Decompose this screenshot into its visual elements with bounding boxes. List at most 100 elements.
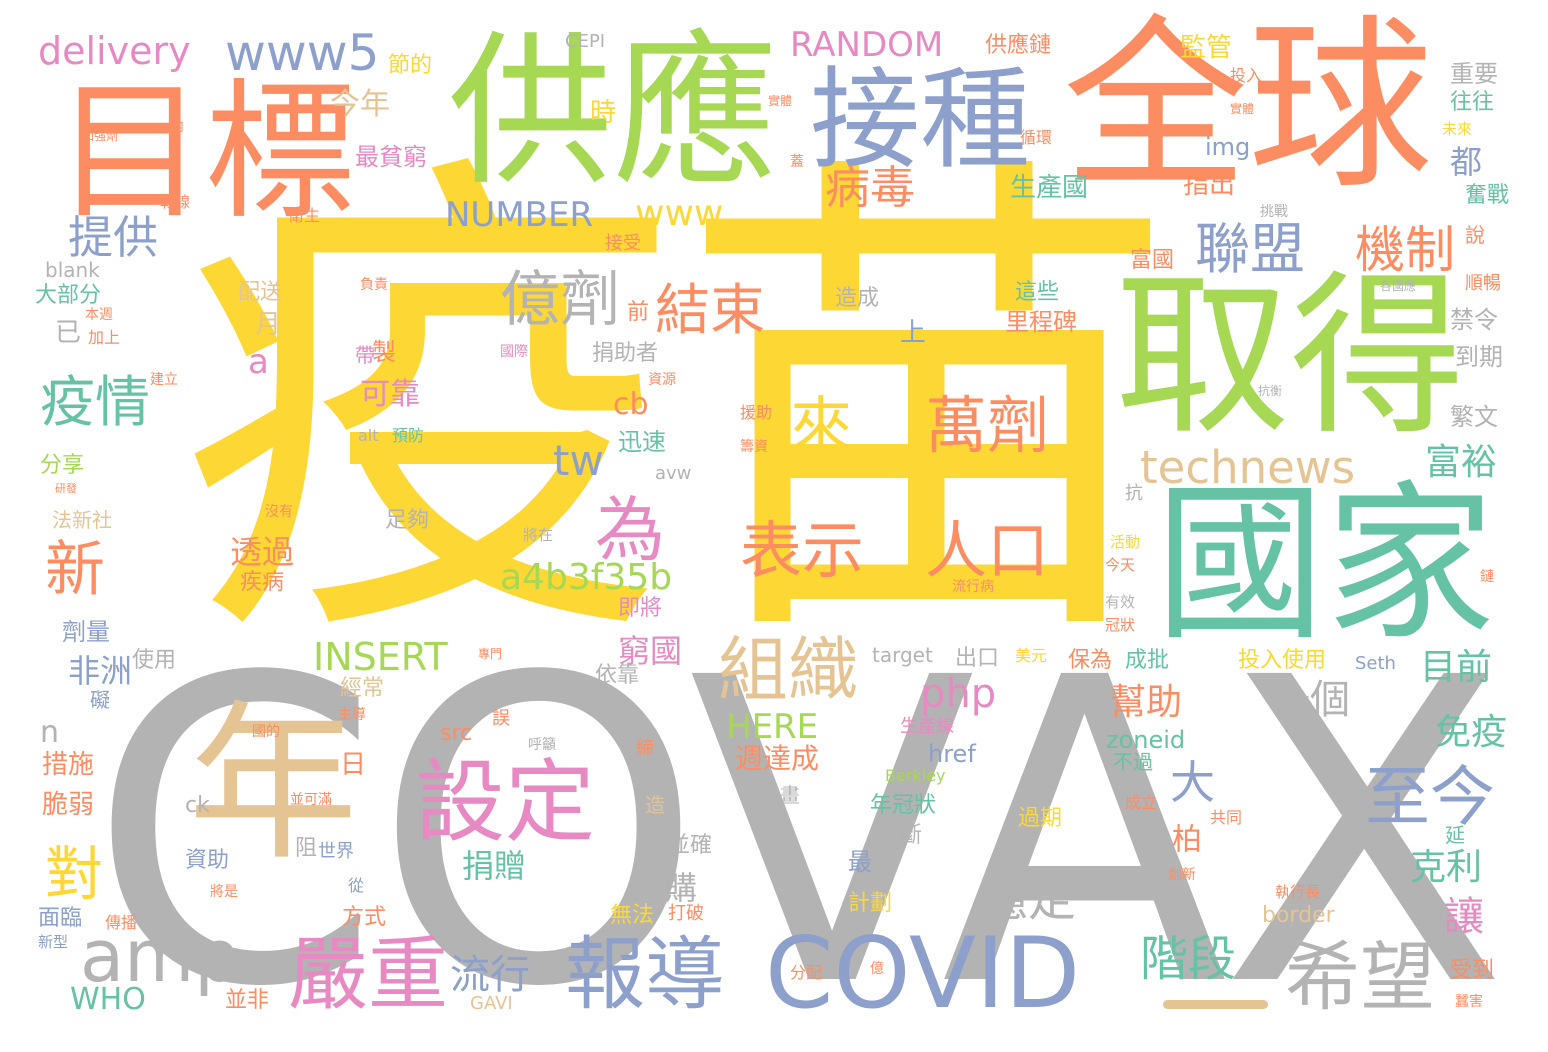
cloud-word: 過期 [1018, 806, 1063, 831]
cloud-word: 萬劑 [925, 389, 1050, 462]
cloud-word: 克利 [1410, 847, 1483, 888]
cloud-word: 表示 [740, 514, 865, 587]
cloud-word: 法新社 [52, 508, 112, 532]
cloud-word: 沒有 [265, 504, 293, 520]
cloud-word: 指出 [1183, 170, 1236, 200]
cloud-word: 迅速 [618, 428, 666, 456]
cloud-word: HERE [726, 707, 819, 747]
cloud-word: RANDOM [790, 25, 944, 65]
cloud-word: 將在 [523, 526, 554, 544]
cloud-word: 億劑 [500, 265, 620, 335]
cloud-word: 創新 [1168, 867, 1196, 883]
cloud-word: 延 [1445, 823, 1465, 847]
cloud-word: 蓋 [790, 154, 804, 170]
cloud-word: 資源 [648, 372, 676, 388]
underline-mark [1163, 1000, 1268, 1009]
cloud-word: 建立 [150, 372, 178, 388]
cloud-word: 循環 [1020, 128, 1053, 147]
cloud-word: 供應鏈 [985, 33, 1052, 58]
cloud-word: WHO [70, 982, 146, 1017]
cloud-word: 聯盟 [1195, 217, 1306, 281]
cloud-word: 病毒 [825, 161, 916, 214]
cloud-word: 冠狀 [1105, 616, 1136, 634]
cloud-word: 誤 [492, 708, 510, 729]
cloud-word: 國家 [1155, 466, 1496, 664]
cloud-word: CEPI [565, 31, 606, 52]
cloud-word: 窮國 [618, 632, 683, 670]
cloud-word: 億 [870, 961, 884, 977]
cloud-word: 專門 [478, 647, 503, 661]
cloud-word: 未來 [1442, 120, 1473, 138]
cloud-word: 月 [255, 310, 282, 340]
cloud-word: 捐助者 [592, 341, 659, 366]
cloud-word: 供應 [448, 16, 778, 208]
cloud-word: Seth [1355, 653, 1396, 674]
cloud-word: www5 [225, 24, 380, 82]
cloud-word: 非洲 [68, 652, 133, 690]
cloud-word: 投入使用 [1238, 648, 1327, 673]
cloud-word: 依靠 [595, 663, 640, 688]
cloud-word: 分配 [790, 963, 823, 982]
cloud-word: INSERT [313, 635, 448, 679]
cloud-word: 實體 [768, 94, 793, 108]
cloud-word: 分享 [40, 453, 85, 478]
cloud-word: 資助 [185, 848, 230, 873]
cloud-word: 締 [636, 738, 654, 759]
cloud-word: 造 [645, 793, 665, 817]
cloud-word: 最 [848, 848, 872, 876]
cloud-word: 即將 [618, 596, 663, 621]
cloud-word: 順暢 [1465, 273, 1501, 294]
cloud-word: blank [45, 258, 100, 282]
cloud-word: 美元 [1015, 646, 1048, 665]
cloud-word: alt [358, 426, 379, 445]
cloud-word: 捐贈 [462, 847, 527, 885]
cloud-word: GAVI [470, 993, 513, 1014]
cloud-word: 時 [590, 98, 617, 128]
cloud-word: 主導 [338, 707, 366, 723]
cloud-word: 抗衡 [1258, 384, 1283, 398]
cloud-word: 今天 [1105, 556, 1136, 574]
cloud-word: 監管 [1180, 33, 1233, 63]
cloud-word: 蠶害 [1455, 994, 1483, 1010]
cloud-word: 挑戰 [1260, 204, 1288, 220]
cloud-word: COVID [765, 917, 1081, 1031]
cloud-word: 戰線 [160, 193, 191, 211]
cloud-word: 衛生 [288, 206, 321, 225]
cloud-word: 往往 [1450, 90, 1495, 115]
cloud-word: 抗 [1125, 483, 1143, 504]
cloud-word: 打破 [668, 903, 704, 924]
cloud-word: 透過 [230, 533, 295, 571]
cloud-word: 製 [372, 338, 396, 366]
cloud-word: zoneid [1106, 726, 1186, 754]
cloud-word: a4b3f35b [500, 557, 673, 598]
cloud-word: 階段 [1140, 931, 1237, 987]
cloud-word: 投入 [1230, 66, 1263, 85]
cloud-word: 活動 [1110, 533, 1141, 551]
cloud-word: 面臨 [38, 906, 83, 931]
cloud-word: 柏 [1166, 823, 1201, 853]
cloud-word: target [872, 643, 933, 667]
cloud-word: 援助 [740, 403, 773, 422]
cloud-word: 負責 [360, 277, 388, 293]
cloud-word: 這些 [1015, 280, 1060, 305]
cloud-word: 方式 [342, 905, 387, 930]
cloud-word: 最貧窮 [355, 143, 427, 171]
cloud-word: 大部分 [35, 283, 102, 308]
cloud-word: 出口 [955, 646, 1000, 671]
cloud-word: amp [80, 914, 240, 998]
cloud-word: 實體 [1230, 102, 1255, 116]
cloud-word: 年 [188, 686, 359, 884]
cloud-word: 並可滿 [290, 792, 332, 808]
cloud-word: 機制 [1355, 221, 1455, 279]
cloud-word: 足夠 [385, 508, 430, 533]
cloud-word: 壟斷 [878, 823, 923, 848]
cloud-word: 世界 [318, 841, 354, 862]
cloud-word: 本週 [85, 307, 113, 323]
cloud-word: 將是 [210, 884, 238, 900]
cloud-word: 保為 [1068, 648, 1113, 673]
cloud-word: 帶 [355, 343, 375, 367]
cloud-word: 加上 [88, 328, 121, 347]
cloud-word: 幫助 [1110, 682, 1183, 723]
cloud-word: 穩定 [980, 871, 1077, 927]
